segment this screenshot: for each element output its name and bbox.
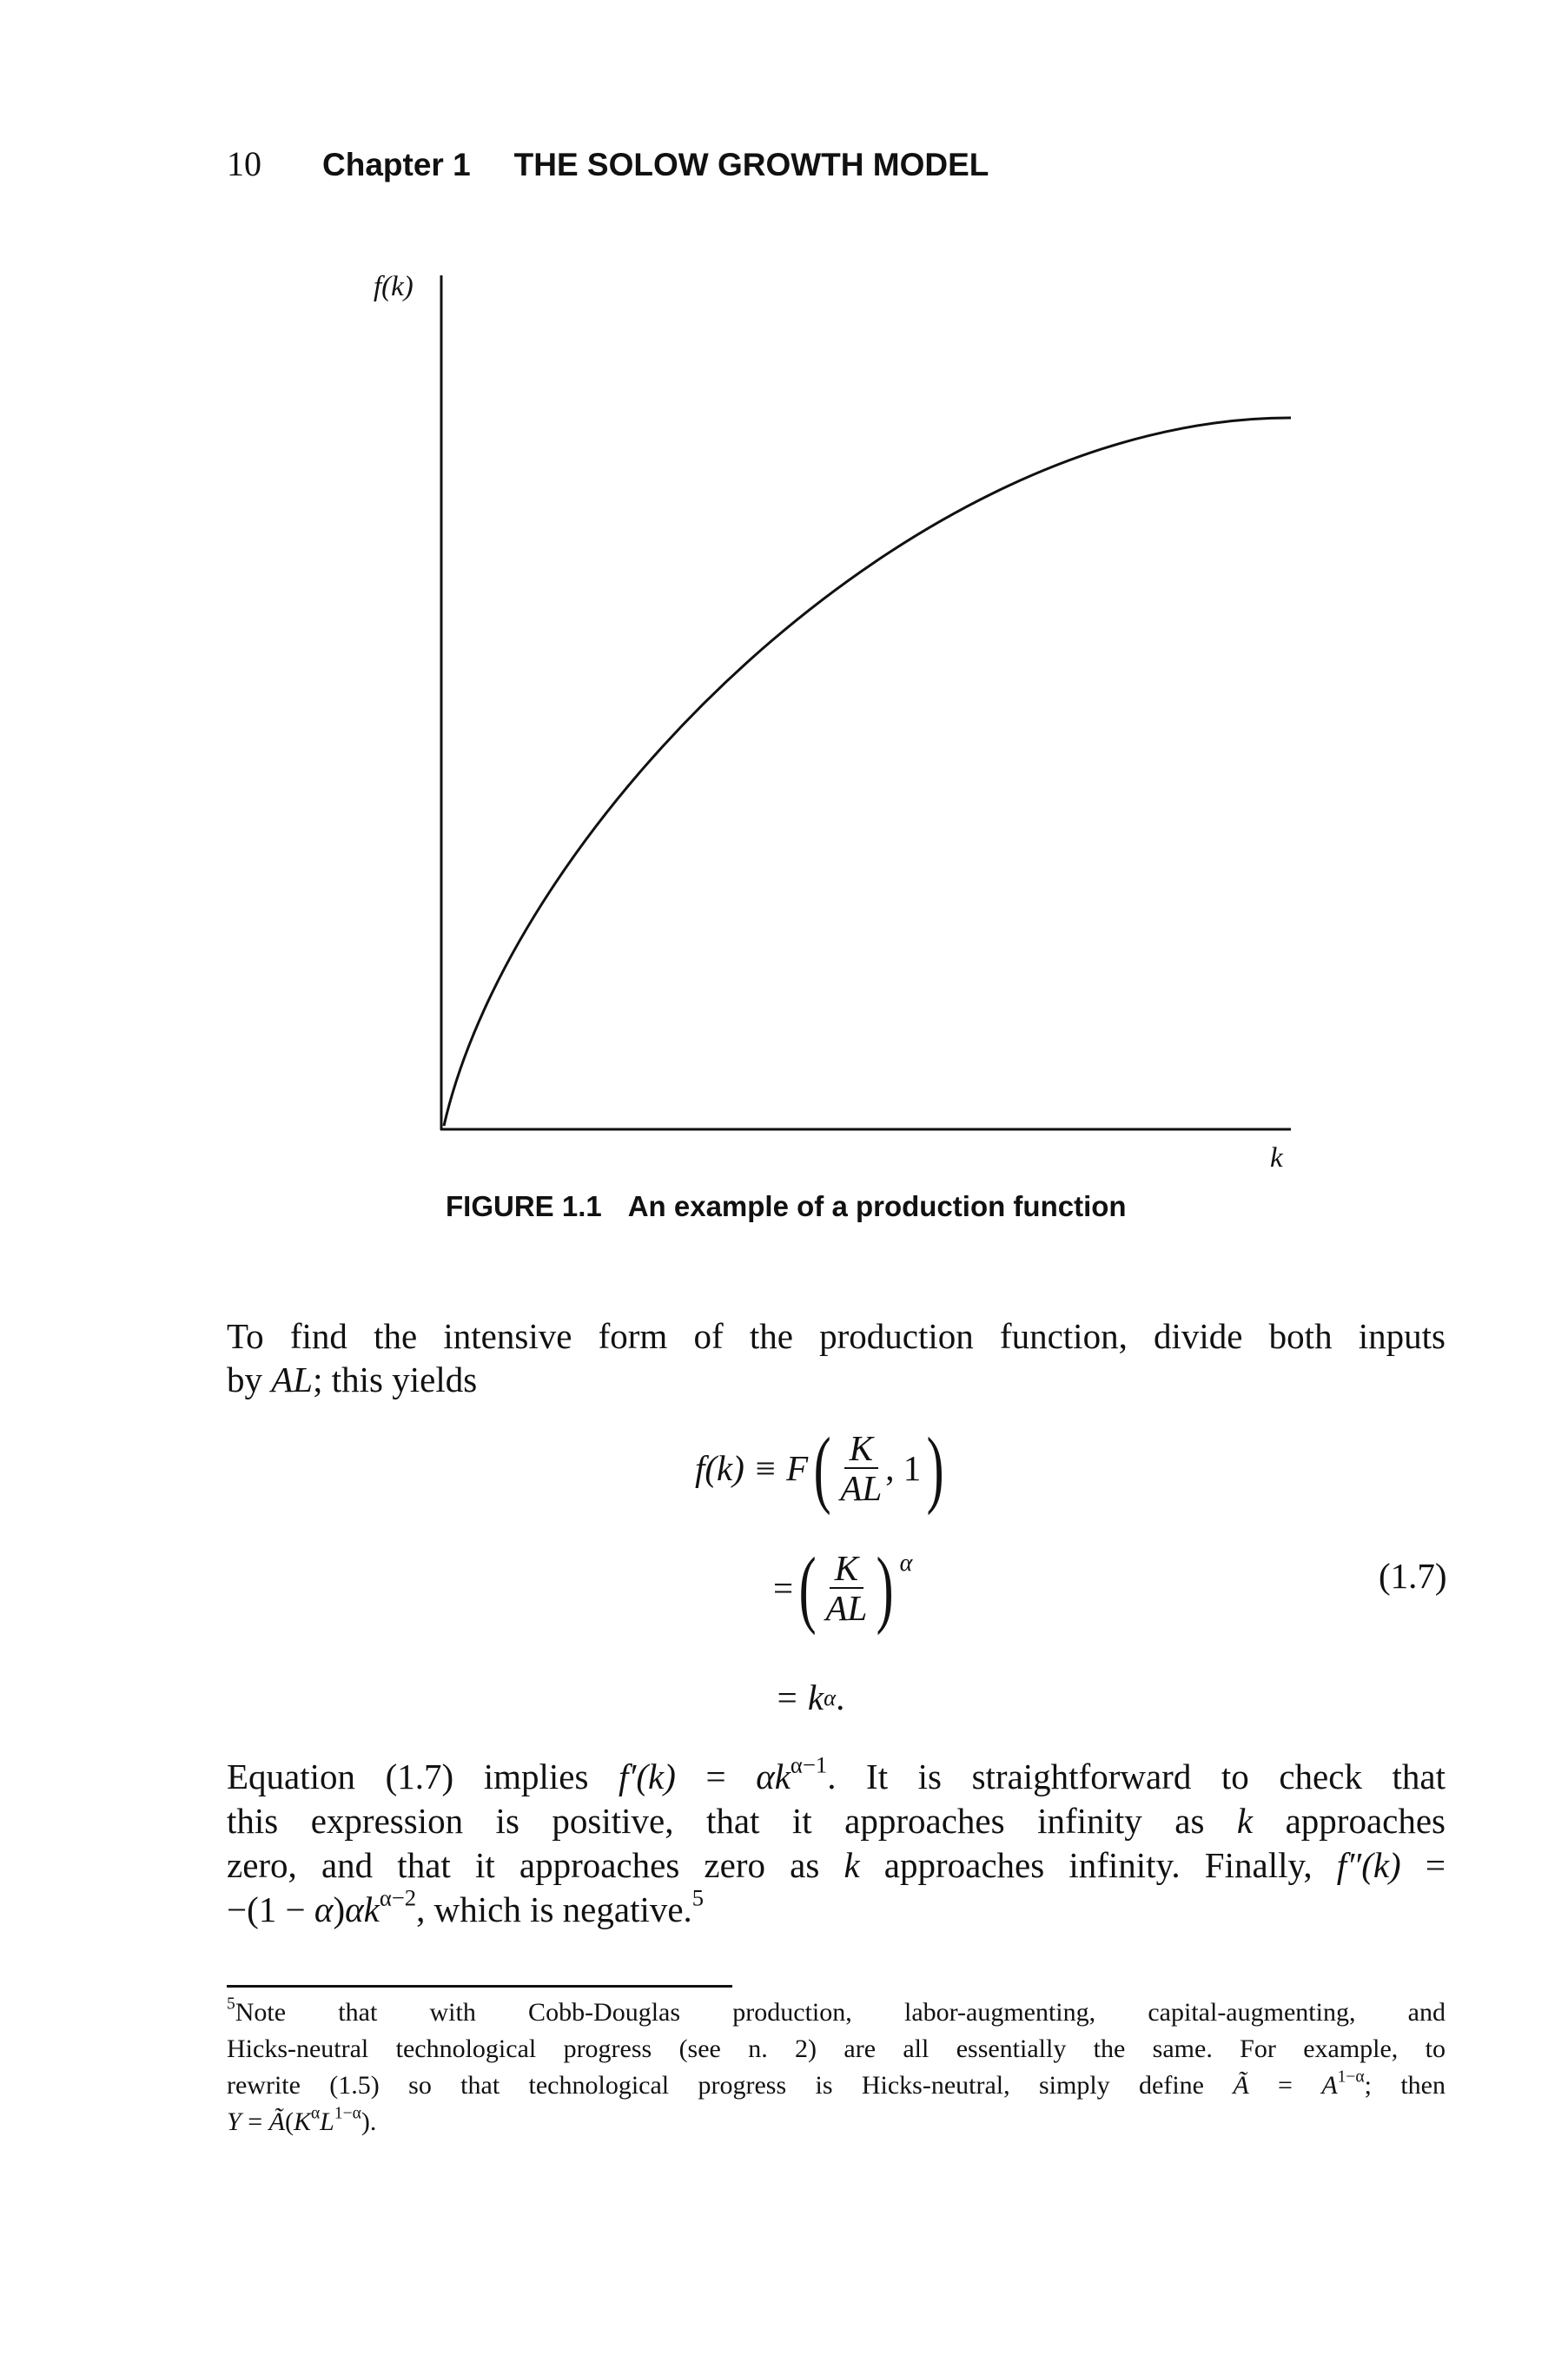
eq-numerator: K xyxy=(844,1429,879,1469)
math-text: L xyxy=(320,2107,334,2136)
text-run: −(1 − xyxy=(227,1889,314,1929)
footnote-line: rewrite (1.5) so that technological prog… xyxy=(227,2068,1446,2103)
figure-caption-text: An example of a production function xyxy=(627,1190,1127,1222)
text-run: = xyxy=(675,1756,757,1796)
text-run: Hicks-neutral technological progress (se… xyxy=(227,2034,1446,2063)
math-text: Y xyxy=(227,2107,241,2136)
paragraph-1-line: To find the intensive form of the produc… xyxy=(227,1314,1446,1358)
eq-tail: , 1 xyxy=(885,1448,922,1488)
text-run: rewrite (1.5) so that technological prog… xyxy=(227,2071,1234,2100)
text-run: ; this yields xyxy=(313,1360,478,1399)
eq-line3: = k xyxy=(775,1677,824,1717)
figure-caption: FIGURE 1.1 An example of a production fun… xyxy=(446,1190,1127,1223)
text-run: , which is negative. xyxy=(416,1889,692,1929)
paragraph-2-line: Equation (1.7) implies f′(k) = αkα−1. It… xyxy=(227,1753,1446,1798)
math-text: α xyxy=(314,1889,334,1929)
footnote-line: Y = Ã(KαL1−α). xyxy=(227,2105,1446,2140)
eq-equals: = xyxy=(773,1568,794,1608)
text-run: = xyxy=(241,2107,269,2136)
footnote-line: 5Note that with Cobb-Douglas production,… xyxy=(227,1995,1446,2030)
paragraph-2-line: −(1 − α)αkα−2, which is negative.5 xyxy=(227,1886,1446,1931)
y-axis-label: f(k) xyxy=(374,271,414,302)
paragraph-2-line: zero, and that it approaches zero as k a… xyxy=(227,1843,1446,1887)
eq-denominator: AL xyxy=(825,1588,868,1628)
eq-exponent: α xyxy=(899,1550,913,1577)
text-run: ; then xyxy=(1364,2071,1446,2100)
equation-line-2: = ( K AL ) α xyxy=(773,1545,912,1631)
math-text: Ã xyxy=(268,2107,285,2136)
text-run: zero, and that it approaches zero as xyxy=(227,1845,844,1885)
superscript: 5 xyxy=(227,1995,235,2014)
chapter-title: THE SOLOW GROWTH MODEL xyxy=(513,147,989,182)
text-run: by xyxy=(227,1360,272,1399)
text-run: = xyxy=(1248,2071,1322,2100)
figure-caption-label: FIGURE 1.1 xyxy=(446,1190,602,1222)
eq-paren-open: ( xyxy=(798,1539,817,1636)
math-text: AL xyxy=(271,1360,314,1399)
math-text: Ã xyxy=(1233,2071,1249,2100)
equation-number: (1.7) xyxy=(1379,1556,1447,1596)
paragraph-1-line: by AL; this yields xyxy=(227,1358,1446,1401)
superscript: α−1 xyxy=(790,1751,828,1778)
text-run: = xyxy=(1400,1845,1446,1885)
text-run: ) xyxy=(333,1889,346,1929)
eq-fraction: K AL xyxy=(825,1549,867,1627)
chapter-label: Chapter 1 xyxy=(322,147,471,182)
footnote-rule xyxy=(227,1985,732,1988)
math-text: A xyxy=(1321,2071,1338,2100)
production-function-figure xyxy=(440,275,1292,1131)
eq-denominator: AL xyxy=(840,1468,883,1508)
text-run: . It is straightforward to check that xyxy=(827,1756,1446,1796)
superscript: 5 xyxy=(691,1884,705,1911)
text-run: Equation (1.7) implies xyxy=(227,1756,619,1796)
superscript: 1−α xyxy=(1337,2067,1365,2087)
text-run: ). xyxy=(361,2107,377,2136)
math-text: k xyxy=(844,1845,860,1885)
eq-paren-close: ) xyxy=(876,1539,894,1636)
eq-paren-close: ) xyxy=(926,1419,944,1516)
page-number: 10 xyxy=(227,144,261,183)
superscript: 1−α xyxy=(334,2104,361,2123)
text-run: approaches infinity. Finally, xyxy=(859,1845,1337,1885)
text-run: ( xyxy=(284,2107,294,2136)
equation-line-1: f(k) ≡ F ( K AL , 1 ) xyxy=(695,1425,950,1512)
math-text: αk xyxy=(756,1756,791,1796)
text-run: approaches xyxy=(1253,1801,1446,1841)
production-curve xyxy=(442,416,1292,1127)
math-text: K xyxy=(293,2107,311,2136)
superscript: α−2 xyxy=(379,1884,417,1911)
eq-lhs: f(k) ≡ F xyxy=(695,1448,809,1488)
eq-period: . xyxy=(836,1677,845,1717)
running-header: 10 Chapter 1 THE SOLOW GROWTH MODEL xyxy=(227,143,989,184)
paragraph-2-line: this expression is positive, that it app… xyxy=(227,1799,1446,1842)
text-run: To find the intensive form of the produc… xyxy=(227,1316,1446,1356)
math-text: f′(k) xyxy=(619,1756,676,1796)
footnote-line: Hicks-neutral technological progress (se… xyxy=(227,2032,1446,2067)
math-text: f″(k) xyxy=(1336,1845,1401,1885)
superscript: α xyxy=(310,2104,321,2123)
eq-line3-exponent: α xyxy=(824,1684,837,1710)
text-run: Note that with Cobb-Douglas production, … xyxy=(235,1998,1446,2027)
eq-numerator: K xyxy=(829,1549,864,1589)
eq-fraction: K AL xyxy=(840,1429,882,1507)
x-axis-label: k xyxy=(1270,1142,1283,1174)
eq-paren-open: ( xyxy=(813,1419,831,1516)
text-run: this expression is positive, that it app… xyxy=(227,1801,1237,1841)
math-text: αk xyxy=(345,1889,380,1929)
math-text: k xyxy=(1236,1801,1254,1841)
